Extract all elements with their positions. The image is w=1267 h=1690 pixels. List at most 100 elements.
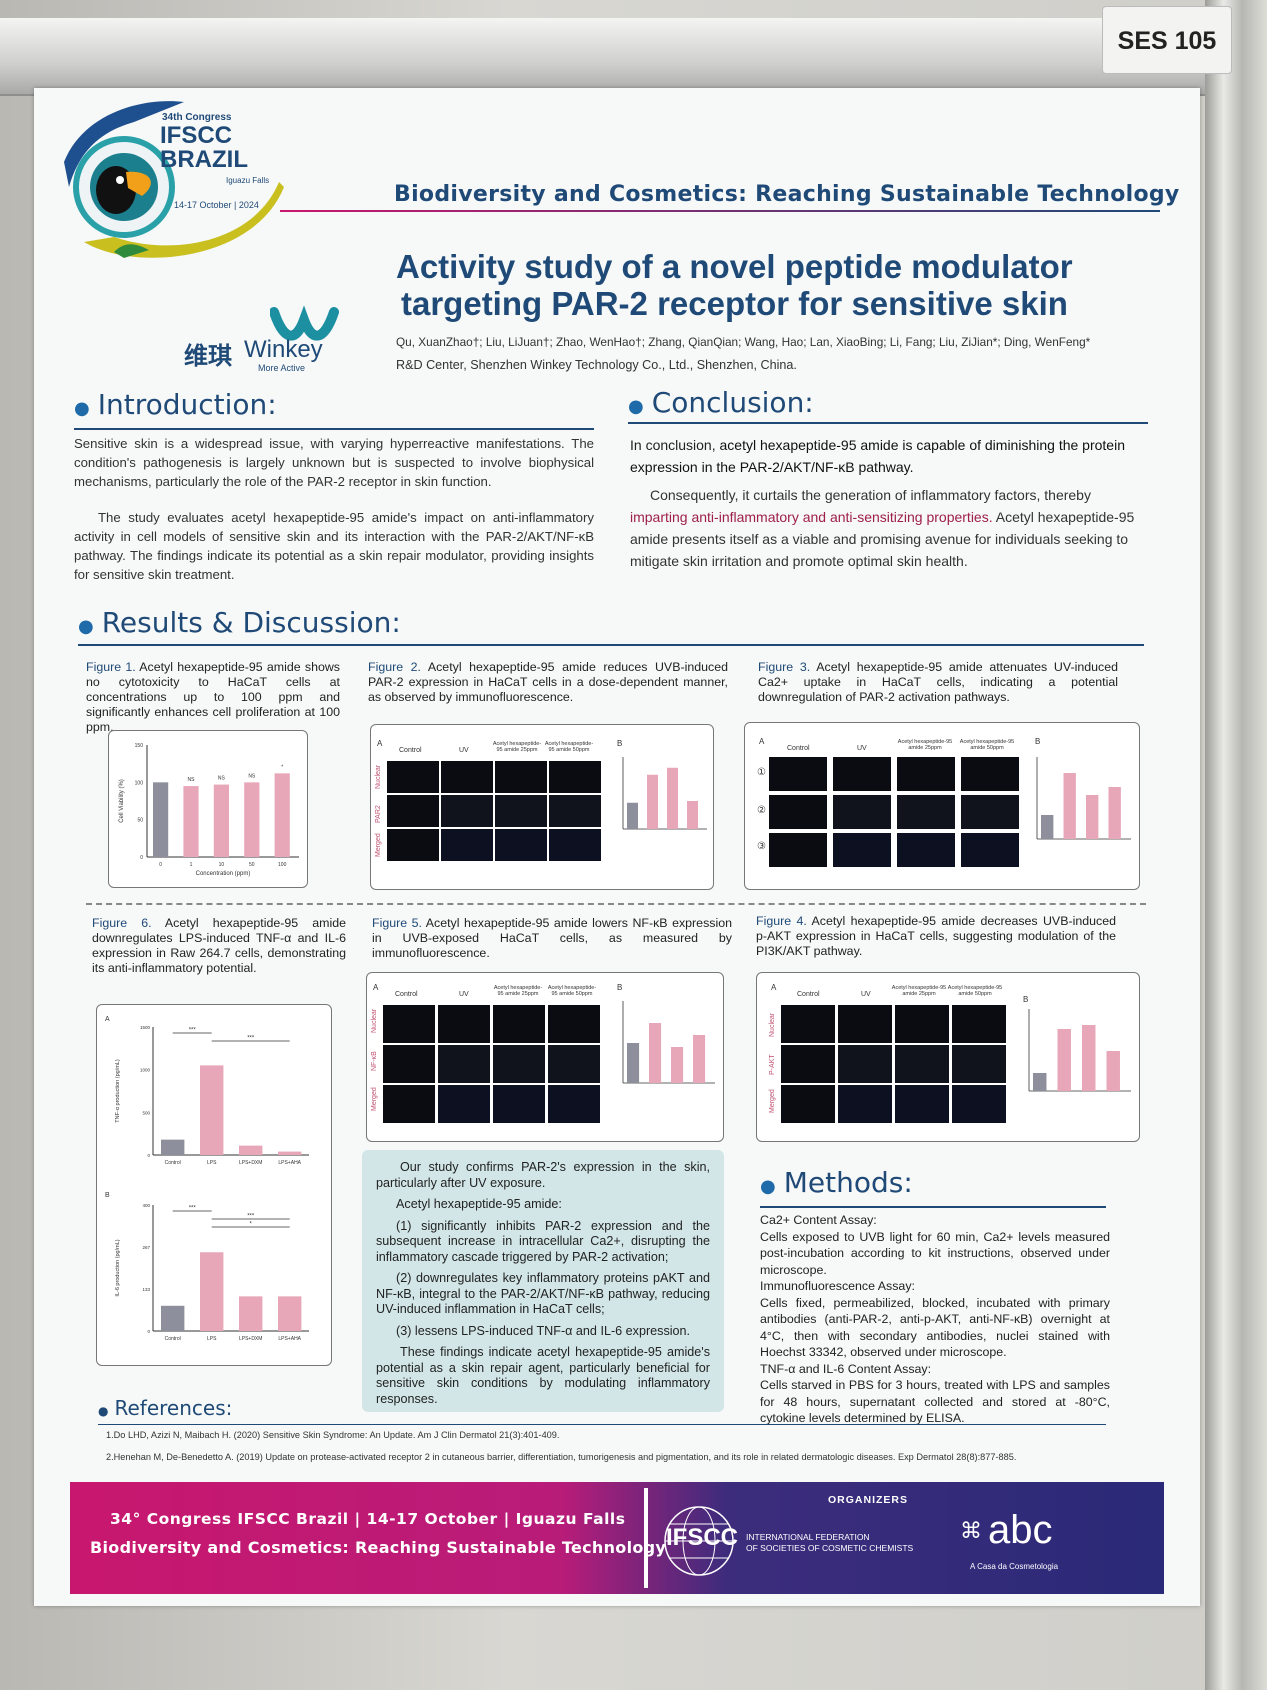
board-side-pole <box>1205 0 1267 1690</box>
significance-label: NS <box>248 773 256 779</box>
fig3-label-a: A <box>759 737 765 746</box>
bar <box>239 1145 263 1155</box>
title-line-1: Activity study of a novel peptide modula… <box>396 248 1073 285</box>
footer-fed-1: INTERNATIONAL FEDERATION <box>746 1532 870 1542</box>
intro-p1: Sensitive skin is a widespread issue, wi… <box>74 436 594 489</box>
micrograph-tile <box>769 795 827 829</box>
methods-t2: Cells fixed, permeabilized, blocked, inc… <box>760 1295 1110 1360</box>
x-tick-label: LPS+DXM <box>239 1336 262 1342</box>
winkey-name: Winkey <box>244 336 323 363</box>
results-rule <box>78 644 1144 646</box>
fig2-row-nuclear: Nuclear <box>375 764 382 789</box>
x-tick-label: 100 <box>278 862 287 868</box>
fig3-label-b: B <box>1035 737 1041 746</box>
significance-label: *** <box>247 1036 255 1042</box>
bar <box>647 774 658 829</box>
y-tick-label: 400 <box>142 1203 150 1208</box>
bar <box>153 782 169 857</box>
micrograph-tile <box>781 1045 835 1083</box>
x-tick-label: 0 <box>159 862 162 868</box>
micrograph-tile <box>387 761 439 793</box>
footer-abc: abc <box>988 1508 1053 1552</box>
congress-logo <box>64 101 284 258</box>
micrograph-tile <box>549 795 601 827</box>
footer-banner: 34° Congress IFSCC Brazil | 14-17 Octobe… <box>70 1482 1164 1594</box>
significance-label: * <box>281 764 283 770</box>
conclusion-rule <box>628 422 1148 424</box>
booth-tag: SES 105 <box>1102 6 1232 74</box>
y-tick-label: 267 <box>142 1245 150 1250</box>
significance-label: NS <box>188 777 196 783</box>
y-tick-label: 150 <box>135 743 144 749</box>
micrograph-tile <box>781 1085 835 1123</box>
micrograph-tile <box>383 1005 435 1043</box>
bar <box>1041 815 1054 839</box>
fig1-caption: Figure 1. Acetyl hexapeptide-95 amide sh… <box>86 660 341 734</box>
micrograph-tile <box>493 1045 545 1083</box>
results-heading: ● Results & Discussion: <box>78 606 401 639</box>
micrograph-tile <box>548 1045 600 1083</box>
fig2-col-50: Acetyl hexapeptide-95 amide 50ppm <box>544 741 594 753</box>
bar <box>667 767 678 829</box>
theme-rule <box>280 210 1160 212</box>
micrograph-tile <box>952 1085 1006 1123</box>
theme-banner: Biodiversity and Cosmetics: Reaching Sus… <box>394 182 1180 207</box>
fig4-col-50: Acetyl hexapeptide-95 amide 50ppm <box>947 985 1003 997</box>
bar <box>161 1305 185 1331</box>
methods-body: Ca2+ Content Assay: Cells exposed to UVB… <box>760 1212 1110 1427</box>
fig2-row-par2: PAR2 <box>375 805 382 823</box>
bar <box>1057 1029 1071 1091</box>
footer-line-1: 34° Congress IFSCC Brazil | 14-17 Octobe… <box>110 1510 626 1528</box>
fig5-row-merged: Merged <box>371 1087 378 1111</box>
title-line-2: targeting PAR-2 receptor for sensitive s… <box>401 285 1068 322</box>
fig4-row-nuclear: Nuclear <box>769 1012 776 1037</box>
fig4-caption: Figure 4. Acetyl hexapeptide-95 amide de… <box>756 914 1116 958</box>
board-top-rail <box>0 18 1240 96</box>
y-tick-label: 50 <box>137 818 143 824</box>
bar <box>200 1252 224 1331</box>
x-axis-label: Concentration (ppm) <box>196 871 251 877</box>
intro-rule <box>74 428 594 430</box>
y-axis-label: TNF-α production (pg/mL) <box>115 1059 121 1123</box>
fig2-label-b: B <box>617 739 623 748</box>
fig5-panel: A Control UV Acetyl hexapeptide-95 amide… <box>366 972 724 1142</box>
micrograph-tile <box>769 757 827 791</box>
fig6-panel: A B 0 500 1000 1500 TNF-α production (pg/mL) Co… <box>96 1004 332 1366</box>
fig5-caption: Figure 5. Acetyl hexapeptide-95 amide lo… <box>372 916 732 960</box>
significance-label: *** <box>189 1206 197 1212</box>
winkey-tagline: More Active <box>258 363 306 373</box>
x-tick-label: LPS+AHA <box>278 1336 301 1342</box>
summary-p3: (1) significantly inhibits PAR-2 express… <box>376 1218 710 1264</box>
bar <box>627 1043 640 1083</box>
micrograph-tile <box>895 1005 949 1043</box>
fig2-col-25: Acetyl hexapeptide-95 amide 25ppm <box>492 741 542 753</box>
fig4-col-25: Acetyl hexapeptide-95 amide 25ppm <box>891 985 947 997</box>
bar <box>244 782 260 857</box>
fig3-col-50: Acetyl hexapeptide-95 amide 50ppm <box>959 739 1015 751</box>
y-tick-label: 1500 <box>140 1025 151 1030</box>
fig2-bar-chart <box>622 757 707 830</box>
methods-heading: ● Methods: <box>760 1166 913 1199</box>
fig3-row-1: ① <box>757 767 766 778</box>
micrograph-tile <box>549 761 601 793</box>
winkey-logo-mark <box>270 305 339 341</box>
footer-divider <box>644 1488 648 1588</box>
y-tick-label: 1000 <box>140 1068 151 1073</box>
x-tick-label: LPS+AHA <box>278 1160 301 1166</box>
significance-label: NS <box>218 776 226 782</box>
micrograph-tile <box>387 795 439 827</box>
micrograph-tile <box>961 757 1019 791</box>
reference-2: 2.Henehan M, De-Benedetto A. (2019) Upda… <box>106 1452 1017 1462</box>
summary-p5: (3) lessens LPS-induced TNF-α and IL-6 e… <box>396 1323 691 1338</box>
conclusion-p2: Consequently, it curtails the generation… <box>630 487 1135 569</box>
micrograph-tile <box>387 829 439 861</box>
fig3-row-3: ③ <box>757 841 766 852</box>
ifscc-globe-icon <box>664 1506 734 1576</box>
bar <box>1108 787 1121 839</box>
fig3-caption: Figure 3. Acetyl hexapeptide-95 amide at… <box>758 660 1118 704</box>
logo-dates: 14-17 October | 2024 <box>174 200 259 210</box>
micrograph-tile <box>438 1045 490 1083</box>
x-tick-label: LPS+DXM <box>239 1160 262 1166</box>
summary-p2: Acetyl hexapeptide-95 amide: <box>396 1197 562 1211</box>
micrograph-tile <box>438 1085 490 1123</box>
